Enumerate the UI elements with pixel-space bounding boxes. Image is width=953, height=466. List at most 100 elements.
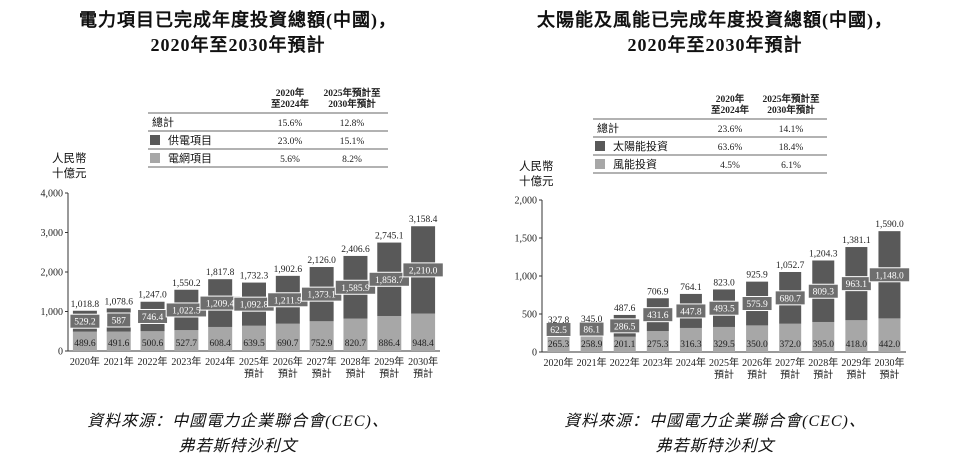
left-table-value: 12.8%	[340, 119, 365, 129]
right-unit-line1: 人民幣	[519, 161, 554, 173]
right-x-tick-label: 2025年	[709, 356, 739, 369]
left-x-tick-label: 2027年	[307, 355, 337, 368]
left-bar-bottom	[140, 331, 165, 351]
right-table-value: 18.4%	[779, 143, 804, 153]
right-bottom-value-label: 395.0	[813, 340, 835, 350]
right-top-value-label: 1,148.0	[875, 271, 904, 281]
left-bar-bottom	[208, 326, 233, 351]
left-unit-label: 人民幣 十億元	[52, 152, 87, 182]
right-table-col2-header: 2030年預計	[767, 104, 815, 116]
left-legend-swatch	[150, 135, 160, 145]
right-legend-swatch	[595, 159, 605, 169]
right-bottom-value-label: 265.3	[548, 340, 570, 350]
left-x-tick-label: 2023年	[171, 355, 201, 368]
right-bar-bottom	[812, 321, 835, 352]
right-x-tick-label: 預計	[813, 368, 833, 381]
left-table-value: 23.0%	[278, 137, 303, 147]
left-bottom-value-label: 690.7	[277, 339, 299, 349]
right-x-tick-label: 預計	[846, 368, 866, 381]
right-top-value-label: 809.3	[813, 288, 835, 298]
left-bar-bottom	[411, 313, 436, 351]
right-top-value-label: 575.9	[746, 300, 768, 310]
right-top-value-box	[868, 267, 911, 283]
right-bottom-value-label: 350.0	[746, 340, 768, 350]
right-bottom-value-label: 275.3	[647, 340, 669, 350]
left-bar-bottom	[309, 321, 334, 351]
right-panel: 太陽能及風能已完成年度投資總額(中國)， 2020年至2030年預計 人民幣 十…	[477, 0, 953, 466]
left-y-tick-label: 4,000	[41, 189, 64, 200]
right-top-value-box	[807, 283, 839, 299]
left-x-tick-label: 2021年	[104, 355, 134, 368]
right-x-tick-label: 預計	[747, 368, 767, 381]
left-x-tick-label: 預計	[379, 367, 399, 380]
right-bar-bottom	[878, 318, 901, 352]
left-top-value-label: 587	[112, 316, 127, 326]
left-top-value-box	[402, 262, 444, 278]
left-top-value-label: 1,858.7	[375, 276, 404, 286]
right-y-tick-label: 0	[532, 348, 537, 359]
left-top-value-label: 1,373.1	[307, 291, 336, 301]
left-x-tick-label: 2020年	[70, 355, 100, 368]
left-x-tick-label: 2026年	[273, 355, 303, 368]
right-table-row-label: 總計	[597, 121, 619, 135]
left-total-label: 1,550.2	[172, 279, 201, 289]
left-bar-bottom	[377, 315, 402, 351]
right-bottom-value-label: 201.1	[614, 340, 636, 350]
left-legend-swatch	[150, 153, 160, 163]
left-bar-bottom	[343, 318, 368, 351]
left-bottom-value-label: 489.6	[74, 339, 96, 349]
right-top-value-label: 286.5	[614, 322, 636, 332]
left-table-value: 15.6%	[278, 119, 303, 129]
right-y-tick-label: 1,500	[515, 234, 538, 245]
right-total-label: 925.9	[746, 271, 768, 281]
left-table-col1-header: 2020年	[276, 87, 305, 99]
right-top-value-box	[642, 307, 674, 323]
right-total-label: 327.8	[548, 316, 570, 326]
left-x-tick-label: 預計	[413, 367, 433, 380]
left-top-value-label: 529.2	[74, 318, 96, 328]
left-table-row-label: 電網項目	[168, 151, 212, 165]
left-bar-bottom	[242, 325, 266, 351]
right-table-row-label: 太陽能投資	[613, 139, 668, 153]
left-total-label: 1,817.8	[206, 268, 235, 278]
left-table-value: 5.6%	[280, 155, 300, 165]
right-source-line2: 弗若斯特沙利文	[655, 438, 775, 455]
left-panel: 電力項目已完成年度投資總額(中國)， 2020年至2030年預計 人民幣 十億元…	[0, 0, 476, 466]
left-table-col2-header: 2030年預計	[328, 98, 376, 110]
right-table-row-label: 風能投資	[613, 157, 657, 171]
right-top-value-label: 493.5	[713, 305, 735, 315]
left-top-value-label: 1,211.9	[274, 296, 302, 306]
right-total-label: 487.6	[614, 304, 636, 314]
right-top-value-label: 680.7	[779, 294, 801, 304]
right-top-value-label: 963.1	[846, 280, 868, 290]
right-unit-label: 人民幣 十億元	[519, 160, 554, 190]
right-bar-bottom	[779, 323, 802, 352]
right-total-label: 1,590.0	[875, 220, 904, 230]
right-table-col1-header: 2020年	[716, 93, 745, 105]
left-x-tick-label: 預計	[312, 367, 332, 380]
left-total-label: 2,745.1	[375, 232, 404, 242]
left-table-row-label: 總計	[152, 115, 174, 129]
left-bottom-value-label: 500.6	[142, 339, 164, 349]
right-total-label: 764.1	[680, 283, 702, 293]
right-bar-bottom	[713, 326, 735, 352]
right-bar-bottom	[646, 331, 669, 352]
right-bottom-value-label: 372.0	[779, 340, 801, 350]
left-chart-title: 電力項目已完成年度投資總額(中國)，	[79, 10, 397, 30]
right-bottom-value-label: 442.0	[879, 340, 901, 350]
right-top-value-box	[675, 303, 707, 319]
left-bottom-value-label: 948.4	[412, 339, 434, 349]
right-top-value-box	[708, 300, 740, 316]
right-x-tick-label: 2023年	[643, 356, 673, 369]
left-bar-bottom	[275, 323, 300, 351]
left-unit-line1: 人民幣	[52, 153, 87, 165]
right-top-value-box	[609, 318, 641, 334]
right-total-label: 706.9	[647, 287, 669, 297]
right-total-label: 345.0	[581, 315, 603, 325]
right-x-tick-label: 2030年	[874, 356, 904, 369]
right-top-value-box	[545, 321, 572, 337]
left-bottom-value-label: 608.4	[209, 339, 231, 349]
left-total-label: 1,247.0	[138, 291, 167, 301]
left-y-tick-label: 3,000	[41, 228, 64, 239]
